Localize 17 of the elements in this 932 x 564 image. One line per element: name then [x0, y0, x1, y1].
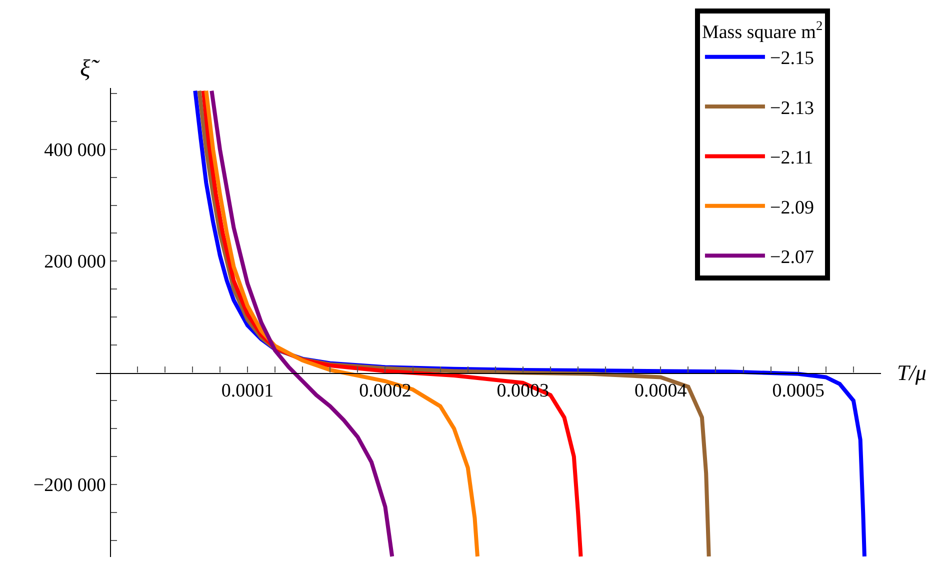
x-tick-label: 0.0005: [772, 380, 824, 402]
x-tick-label: 0.0001: [221, 380, 274, 402]
legend-label: −2.07: [770, 247, 814, 268]
legend-label: −2.13: [770, 98, 814, 119]
legend-title: Mass square m$^{2}$: [702, 18, 823, 43]
line-series: [204, 88, 480, 557]
legend-label: −2.11: [770, 148, 814, 169]
y-axis-title: ξ̃: [80, 56, 100, 82]
x-axis-title: T/μ: [897, 360, 926, 385]
x-tick-label: 0.0002: [359, 380, 412, 402]
x-tick-label: 0.0004: [634, 380, 688, 402]
y-tick-label: 400 000: [44, 140, 106, 162]
y-tick-label: 200 000: [44, 252, 106, 273]
y-tick-label: −200 000: [33, 475, 106, 496]
legend-label: −2.15: [770, 48, 814, 70]
legend-label: −2.09: [770, 197, 814, 218]
line-series: [201, 88, 583, 557]
